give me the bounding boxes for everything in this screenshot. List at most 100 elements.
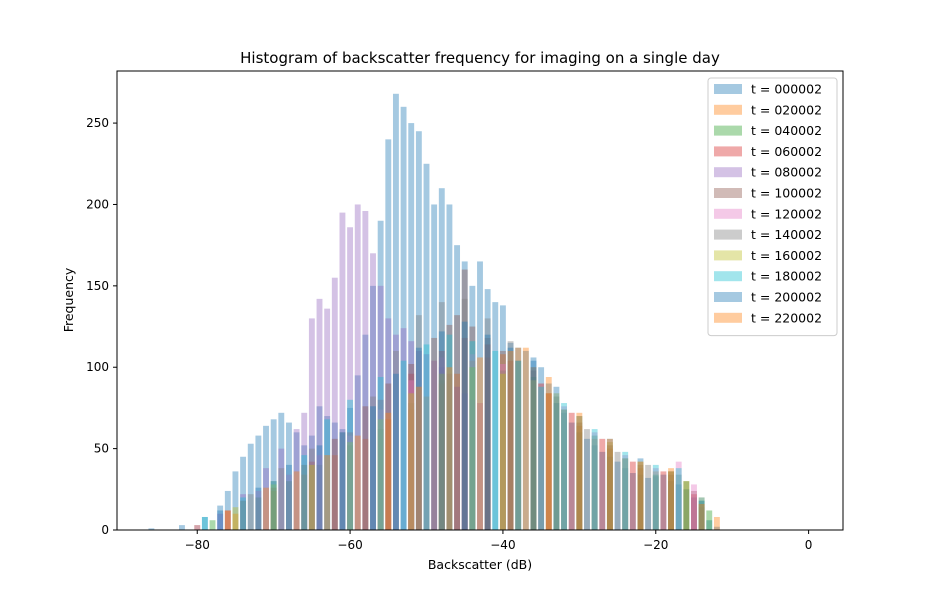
- histogram-bar: [576, 412, 583, 530]
- histogram-bar: [324, 308, 331, 530]
- histogram-bar: [454, 373, 461, 530]
- histogram-bar: [331, 277, 338, 530]
- histogram-bar: [217, 513, 224, 530]
- histogram-bar: [484, 357, 491, 530]
- histogram-bar: [622, 458, 629, 530]
- histogram-bar: [622, 455, 629, 530]
- histogram-bar: [530, 370, 537, 530]
- histogram-bar: [538, 367, 545, 530]
- histogram-bar: [301, 464, 308, 530]
- histogram-bar: [370, 253, 376, 531]
- histogram-bar: [591, 429, 598, 530]
- histogram-bar: [522, 347, 529, 530]
- histogram-bar: [484, 334, 491, 530]
- y-tick-label: 250: [86, 116, 109, 130]
- histogram-bar: [385, 139, 392, 531]
- histogram-bar: [293, 471, 300, 530]
- histogram-bar: [286, 481, 292, 530]
- histogram-bar: [652, 464, 659, 530]
- histogram-bar: [392, 373, 399, 530]
- histogram-bar: [637, 461, 644, 530]
- histogram-bar: [415, 386, 422, 530]
- histogram-bar: [652, 471, 659, 530]
- series-10: [217, 321, 705, 530]
- plot-frame: [116, 70, 844, 531]
- histogram-bar: [408, 123, 415, 530]
- histogram-bar: [461, 337, 468, 530]
- histogram-bar: [591, 445, 598, 530]
- histogram-bar: [324, 416, 331, 530]
- histogram-bar: [499, 373, 506, 530]
- histogram-bar: [522, 350, 529, 530]
- histogram-bar: [385, 419, 392, 530]
- y-tick-label: 0: [101, 523, 109, 537]
- histogram-bar: [286, 422, 292, 530]
- histogram-bar: [286, 474, 292, 530]
- histogram-bar: [339, 432, 346, 530]
- histogram-bar: [308, 448, 315, 530]
- histogram-bar: [240, 494, 247, 530]
- histogram-bar: [293, 429, 300, 530]
- histogram-bar: [568, 422, 575, 530]
- legend-label: t = 100002: [751, 186, 822, 201]
- histogram-bar: [255, 497, 262, 530]
- histogram-bar: [461, 321, 468, 530]
- histogram-bar: [652, 468, 659, 530]
- histogram-bar: [255, 435, 262, 530]
- histogram-bar: [515, 347, 522, 530]
- histogram-bar: [507, 360, 514, 530]
- histogram-bar: [270, 481, 277, 530]
- histogram-bar: [538, 386, 545, 530]
- histogram-bar: [438, 373, 445, 530]
- histogram-bar: [576, 432, 583, 530]
- legend-label: t = 020002: [751, 102, 822, 117]
- legend-swatch: [714, 250, 742, 261]
- histogram-bar: [362, 406, 369, 530]
- histogram-bar: [217, 510, 224, 530]
- histogram-bar: [668, 481, 674, 530]
- x-tick-label: −60: [337, 538, 362, 552]
- histogram-bar: [316, 464, 323, 530]
- histogram-bar: [362, 210, 369, 531]
- histogram-bar: [270, 484, 277, 530]
- legend-swatch: [714, 125, 742, 136]
- histogram-bar: [606, 456, 613, 530]
- histogram-bar: [553, 393, 560, 530]
- histogram-bar: [675, 474, 682, 530]
- histogram-bar: [362, 334, 369, 530]
- histogram-bar: [438, 357, 445, 530]
- histogram-bar: [446, 334, 453, 530]
- histogram-bar: [308, 461, 315, 530]
- histogram-bar: [599, 451, 606, 530]
- histogram-bar: [622, 458, 629, 530]
- histogram-bar: [469, 285, 476, 530]
- histogram-bar: [461, 393, 468, 530]
- histogram-bar: [606, 445, 613, 530]
- y-tick-label: 200: [86, 197, 109, 211]
- histogram-bar: [339, 432, 346, 530]
- histogram-bar: [622, 468, 629, 530]
- histogram-bar: [637, 461, 644, 530]
- series-4: [194, 204, 483, 531]
- histogram-bar: [301, 455, 308, 530]
- histogram-bar: [492, 350, 499, 530]
- histogram-bar: [706, 510, 713, 530]
- histogram-bar: [438, 302, 445, 530]
- histogram-bar: [324, 419, 331, 530]
- histogram-bar: [339, 429, 346, 530]
- series-9: [201, 334, 705, 530]
- legend-swatch: [714, 146, 742, 157]
- legend-swatch: [714, 104, 742, 115]
- histogram-bar: [347, 445, 354, 530]
- histogram-bar: [698, 507, 705, 530]
- histogram-bar: [637, 474, 644, 530]
- histogram-bar: [377, 220, 384, 531]
- histogram-bar: [652, 476, 659, 530]
- histogram-bar: [446, 367, 453, 530]
- histogram-bar: [561, 403, 567, 530]
- x-tick-label: −80: [185, 538, 210, 552]
- legend-label: t = 060002: [751, 144, 822, 159]
- histogram-bar: [316, 406, 323, 530]
- histogram-bar: [392, 350, 399, 530]
